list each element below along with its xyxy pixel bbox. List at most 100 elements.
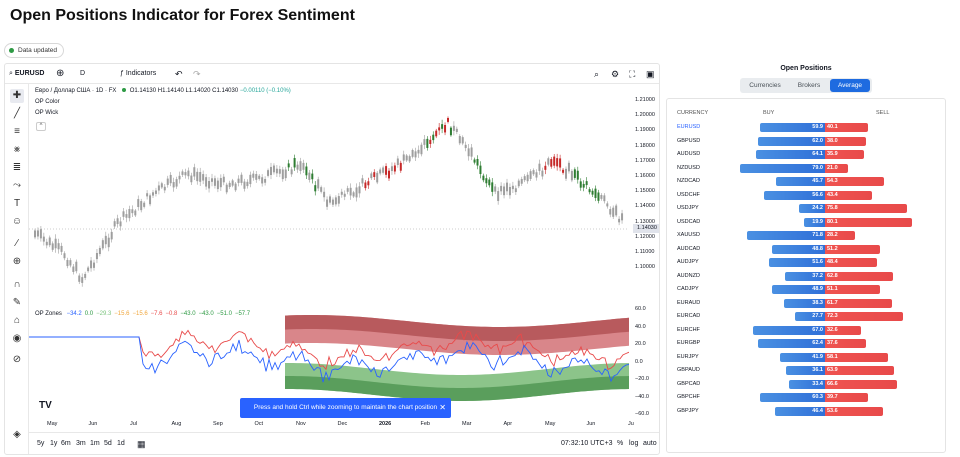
currency-pair-label[interactable]: USDCHF <box>677 191 700 198</box>
range-button-3m[interactable]: 3m <box>76 440 86 447</box>
trend-line-icon[interactable]: ╱ <box>13 108 21 119</box>
op-wick-label[interactable]: OP Wick <box>35 110 59 116</box>
clock-time[interactable]: 07:32:10 UTC+3 <box>561 440 613 447</box>
currency-pair-label[interactable]: NZDCAD <box>677 178 700 184</box>
brush-icon[interactable]: ⤳ <box>13 180 21 191</box>
currency-pair-label[interactable]: EURGBP <box>677 340 701 346</box>
tradingview-logo-icon[interactable]: TV <box>39 400 52 411</box>
currency-pair-label[interactable]: EURCHF <box>677 326 700 333</box>
legend-low: L1.14020 <box>185 88 211 94</box>
compare-add-icon[interactable]: ⊕ <box>56 68 65 79</box>
currency-pair-label[interactable]: GBPJPY <box>677 407 699 414</box>
currency-pair-label[interactable]: CADJPY <box>677 286 699 292</box>
currency-pair-label[interactable]: EURAUD <box>677 299 701 306</box>
currency-pair-label[interactable]: AUDUSD <box>677 151 701 157</box>
redo-icon[interactable]: ↷ <box>193 69 201 79</box>
currency-pair-label[interactable]: USDCAD <box>677 218 701 225</box>
candle-body <box>63 253 66 259</box>
candle-body <box>470 147 473 157</box>
candle-body <box>134 210 137 216</box>
emoji-icon[interactable]: ☺ <box>11 216 23 227</box>
currency-pair-label[interactable]: GBPCHF <box>677 394 700 400</box>
currency-pair-label[interactable]: GBPAUD <box>677 367 700 373</box>
tab-currencies[interactable]: Currencies <box>749 82 781 89</box>
time-axis[interactable]: May Jun Jul Aug Sep Oct Nov Dec 2026 Feb Mar Apr May… <box>29 419 634 431</box>
legend-title: Евро / Доллар США · 1D · FX <box>35 88 117 94</box>
price-axis[interactable]: 1.21000 1.20000 1.19000 1.18000 1.17000 1.160… <box>629 84 659 309</box>
candle-body <box>455 128 458 132</box>
currency-pair-label[interactable]: EURUSD <box>677 124 701 130</box>
candle-body <box>352 192 355 197</box>
quick-search-icon[interactable]: ⌕ <box>594 69 600 79</box>
projection-icon[interactable]: ≣ <box>12 162 22 173</box>
candle-body <box>246 181 249 187</box>
buy-value: 46.4 <box>812 407 823 414</box>
camera-icon[interactable]: ▣ <box>646 69 655 79</box>
candle-body <box>603 195 606 202</box>
price-tick-label: 1.15000 <box>635 188 655 195</box>
candle-body <box>284 169 287 179</box>
range-button-1d[interactable]: 1d <box>117 440 125 447</box>
range-button-1y[interactable]: 1y <box>50 440 58 447</box>
tab-brokers[interactable]: Brokers <box>797 82 821 89</box>
currency-pair-label[interactable]: GBPCAD <box>677 380 701 387</box>
fib-retracement-icon[interactable]: ≡ <box>14 126 20 137</box>
currency-pair-label[interactable]: AUDCAD <box>677 245 701 252</box>
symbol-search-button[interactable]: ⌕ EURUSD <box>9 64 44 84</box>
candle-body <box>334 197 337 205</box>
auto-toggle[interactable]: auto <box>643 440 657 447</box>
interval-button[interactable]: D <box>80 70 86 77</box>
candle-body <box>388 170 390 179</box>
currency-pair-label[interactable]: AUDJPY <box>677 259 699 265</box>
lock-drawing-icon[interactable]: ✎ <box>12 297 22 308</box>
close-icon[interactable]: ✕ <box>439 403 446 412</box>
currency-pair-label[interactable]: EURJPY <box>677 353 699 360</box>
candle-body <box>107 237 110 248</box>
buy-value: 64.1 <box>812 151 823 157</box>
tab-average[interactable]: Average <box>830 79 870 92</box>
buy-value: 48.8 <box>812 245 823 252</box>
currency-pair-label[interactable]: GBPUSD <box>677 137 701 144</box>
buy-value: 71.8 <box>812 232 823 238</box>
price-tick-label: 1.14000 <box>635 203 655 210</box>
indicators-button[interactable]: ƒ Indicators <box>120 64 156 84</box>
oscillator-chart[interactable] <box>29 309 629 419</box>
currency-pair-label[interactable]: USDJPY <box>677 205 699 211</box>
range-button-6m[interactable]: 6m <box>61 440 71 447</box>
currency-pair-label[interactable]: XAUUSD <box>677 232 700 238</box>
price-chart[interactable] <box>29 84 629 309</box>
currency-pair-label[interactable]: NZDUSD <box>677 164 700 171</box>
zoom-in-icon[interactable]: ⊕ <box>12 256 22 267</box>
settings-gear-icon[interactable]: ⚙ <box>611 69 620 79</box>
percent-toggle[interactable]: % <box>617 440 624 447</box>
oscillator-axis[interactable]: 60.0 40.0 20.0 0.0 −20.0 −40.0 −60.0 <box>629 306 659 419</box>
ruler-icon[interactable]: ∕ <box>16 238 18 249</box>
sell-value: 51.2 <box>827 245 838 252</box>
undo-icon[interactable]: ↶ <box>175 69 183 79</box>
candle-body <box>594 188 597 198</box>
crosshair-icon[interactable]: ✚ <box>10 89 24 103</box>
range-button-5y[interactable]: 5y <box>37 440 45 447</box>
status-dot-icon <box>9 48 14 53</box>
sell-bar: 43.4 <box>825 190 872 200</box>
text-icon[interactable]: T <box>13 198 21 209</box>
candle-body <box>270 166 272 176</box>
visibility-eye-icon[interactable]: ◉ <box>12 333 22 344</box>
op-color-label[interactable]: OP Color <box>35 99 60 105</box>
lock-icon[interactable]: ⌂ <box>13 315 21 326</box>
log-toggle[interactable]: log <box>629 440 639 447</box>
range-button-5d[interactable]: 5d <box>104 440 112 447</box>
magnet-icon[interactable]: ∩ <box>13 279 21 290</box>
candle-body <box>358 186 361 194</box>
layers-icon[interactable]: ◈ <box>13 429 21 440</box>
trash-icon[interactable]: ⊘ <box>12 354 22 365</box>
osc-legend-value: −0.8 <box>165 311 178 317</box>
currency-pair-label[interactable]: AUDNZD <box>677 272 700 279</box>
fullscreen-icon[interactable]: ⛶ <box>629 69 636 79</box>
collapse-legend-button[interactable]: ^ <box>36 122 46 131</box>
pattern-icon[interactable]: ⨳ <box>13 144 21 155</box>
currency-pair-label[interactable]: EURCAD <box>677 313 701 319</box>
range-button-1m[interactable]: 1m <box>90 440 100 447</box>
sell-value: 40.1 <box>827 124 838 130</box>
date-range-calendar-icon[interactable]: ▦ <box>137 439 146 449</box>
